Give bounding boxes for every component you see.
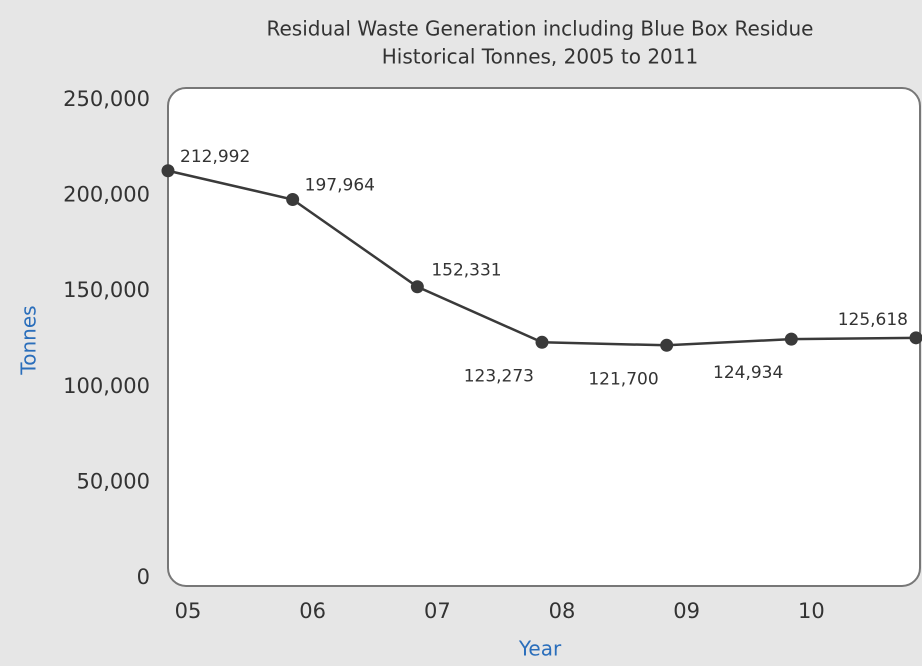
data-label: 125,618 (838, 310, 908, 330)
data-label: 123,273 (464, 366, 534, 386)
x-tick-label: 09 (673, 599, 700, 623)
y-tick-label: 150,000 (63, 278, 150, 302)
y-tick-label: 200,000 (63, 183, 150, 207)
data-point (286, 193, 299, 206)
data-point (162, 164, 175, 177)
data-point (536, 336, 549, 349)
data-point (785, 333, 798, 346)
chart-title: Residual Waste Generation including Blue… (267, 17, 814, 41)
y-tick-label: 250,000 (63, 87, 150, 111)
chart-subtitle: Historical Tonnes, 2005 to 2011 (382, 45, 698, 69)
y-axis-label: Tonnes (17, 305, 41, 375)
x-tick-label: 07 (424, 599, 451, 623)
x-axis-label: Year (518, 637, 562, 661)
y-tick-label: 100,000 (63, 374, 150, 398)
data-label: 124,934 (713, 363, 783, 383)
data-point (411, 280, 424, 293)
data-point (910, 331, 922, 344)
x-tick-label: 05 (175, 599, 202, 623)
x-tick-label: 06 (299, 599, 326, 623)
x-tick-label: 08 (549, 599, 576, 623)
data-label: 197,964 (305, 175, 375, 195)
data-point (660, 339, 673, 352)
x-tick-label: 10 (798, 599, 825, 623)
data-label: 121,700 (588, 369, 658, 389)
y-tick-label: 0 (137, 565, 150, 589)
data-label: 152,331 (431, 261, 501, 281)
data-label: 212,992 (180, 147, 250, 167)
y-tick-label: 50,000 (77, 469, 150, 493)
